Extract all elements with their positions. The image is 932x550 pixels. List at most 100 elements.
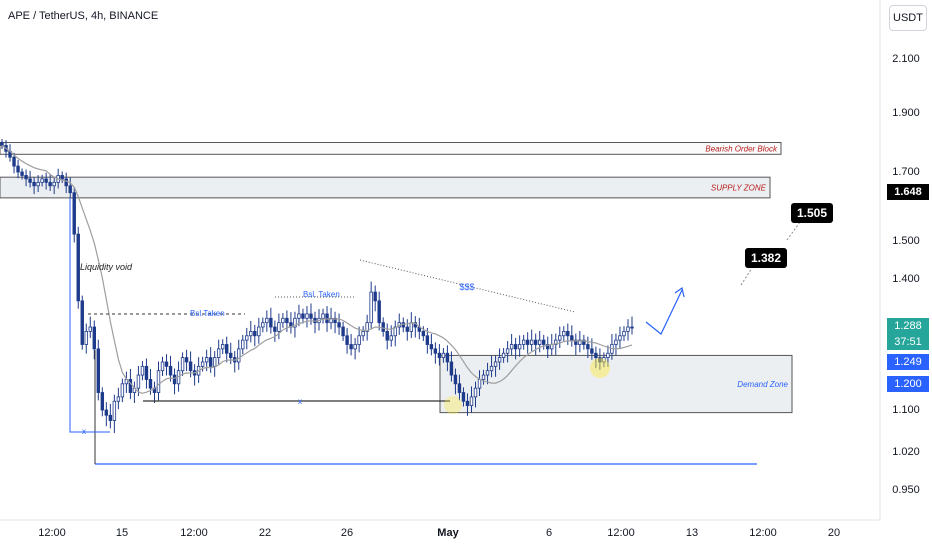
candle-body xyxy=(216,348,221,359)
candle-body xyxy=(164,361,169,367)
candle-body xyxy=(128,379,133,393)
candle-body xyxy=(409,322,414,332)
candle-body xyxy=(16,165,20,173)
candle-body xyxy=(148,379,153,389)
candle-body xyxy=(614,339,618,345)
bsl-taken-label-1: Bsl.Taken xyxy=(190,309,225,318)
candle-body xyxy=(40,178,44,183)
candle-body xyxy=(377,300,381,324)
candle-body xyxy=(0,142,4,146)
candle-body xyxy=(546,344,550,350)
candle-body xyxy=(421,330,426,337)
y-tick-label: 1.400 xyxy=(892,273,920,285)
candle-body xyxy=(104,409,109,416)
ma-price-tag: 1.249 xyxy=(887,354,929,370)
candle-body xyxy=(441,352,446,359)
candle-body xyxy=(369,291,373,324)
bar-countdown: 37:51 xyxy=(887,334,929,350)
candle-body xyxy=(393,326,397,337)
candle-body xyxy=(297,313,301,319)
candle-body xyxy=(542,339,546,345)
candle-body xyxy=(598,357,602,363)
level-price-tag: 1.200 xyxy=(887,376,929,392)
candle-body xyxy=(273,326,277,332)
candle-body xyxy=(357,335,361,345)
candle-body xyxy=(465,400,470,407)
candle-body xyxy=(433,348,438,354)
candle-body xyxy=(229,352,233,359)
candle-body xyxy=(602,357,606,363)
candle-body xyxy=(32,181,36,187)
y-tick-label: 1.500 xyxy=(892,235,920,247)
candle-body xyxy=(558,335,562,341)
candle-body xyxy=(582,339,586,345)
candle-body xyxy=(345,335,349,345)
candle-body xyxy=(533,339,538,345)
candle-body xyxy=(449,361,454,376)
callout-1382-pointer xyxy=(740,267,753,286)
demand-zone-label: Demand Zone xyxy=(737,380,788,389)
x-tick-label: 12:00 xyxy=(607,527,635,539)
candle-body xyxy=(24,175,28,180)
bearish-order-block-zone xyxy=(0,142,782,155)
bsl-taken-label-2: Bsl. Taken xyxy=(303,290,340,299)
candle-body xyxy=(469,396,474,407)
candle-body xyxy=(249,330,253,337)
candle-body xyxy=(96,348,101,393)
candle-body xyxy=(329,317,333,324)
candle-body xyxy=(168,365,173,376)
candle-body xyxy=(100,392,105,411)
candle-body xyxy=(144,365,149,380)
candle-body xyxy=(20,171,24,176)
candle-body xyxy=(116,396,121,402)
candle-body xyxy=(481,374,486,380)
candle-body xyxy=(237,348,241,363)
candle-body xyxy=(513,344,518,350)
y-tick-label: 1.900 xyxy=(892,107,920,119)
currency-unit-button[interactable]: USDT xyxy=(889,5,927,31)
x-tick-label: 15 xyxy=(115,527,129,539)
last-price-tag: 1.288 xyxy=(887,318,929,334)
candle-body xyxy=(630,326,634,329)
y-tick-label: 2.100 xyxy=(892,53,920,65)
y-tick-label: 0.950 xyxy=(892,484,920,496)
candle-body xyxy=(353,344,357,350)
candle-body xyxy=(60,175,64,180)
candle-body xyxy=(241,339,245,350)
x-tick-label: 20 xyxy=(827,527,841,539)
sss-trendline xyxy=(359,259,576,313)
supply-zone xyxy=(0,176,771,199)
candle-body xyxy=(389,335,393,341)
x-mark-mid: x xyxy=(298,397,302,406)
candle-body xyxy=(225,344,229,354)
candle-body xyxy=(36,181,40,187)
candle-body xyxy=(253,330,257,337)
candle-body xyxy=(269,317,273,328)
candle-body xyxy=(136,374,141,389)
candle-body xyxy=(92,326,96,350)
candle-body xyxy=(301,313,305,319)
candle-body xyxy=(509,344,514,350)
candle-body xyxy=(204,357,209,363)
candle-body xyxy=(325,313,329,324)
candle-body xyxy=(52,181,56,187)
candle-body xyxy=(220,344,225,350)
candle-body xyxy=(437,352,442,359)
target-callout-1505: 1.505 xyxy=(791,203,834,223)
projection-arrow-path xyxy=(645,289,683,335)
candle-body xyxy=(305,313,309,319)
x-tick-label: 13 xyxy=(685,527,699,539)
candle-body xyxy=(373,291,377,302)
bearish-order-block-label: Bearish Order Block xyxy=(705,144,778,153)
projection-arrow-head xyxy=(674,286,685,298)
candle-body xyxy=(457,383,462,393)
candle-body xyxy=(521,339,526,345)
candle-body xyxy=(425,335,430,345)
candle-body xyxy=(485,370,490,376)
candle-body xyxy=(574,339,578,345)
candle-body xyxy=(200,361,205,367)
candle-body xyxy=(321,313,325,319)
candle-body xyxy=(361,330,365,337)
supply-zone-label: SUPPLY ZONE xyxy=(711,184,767,193)
